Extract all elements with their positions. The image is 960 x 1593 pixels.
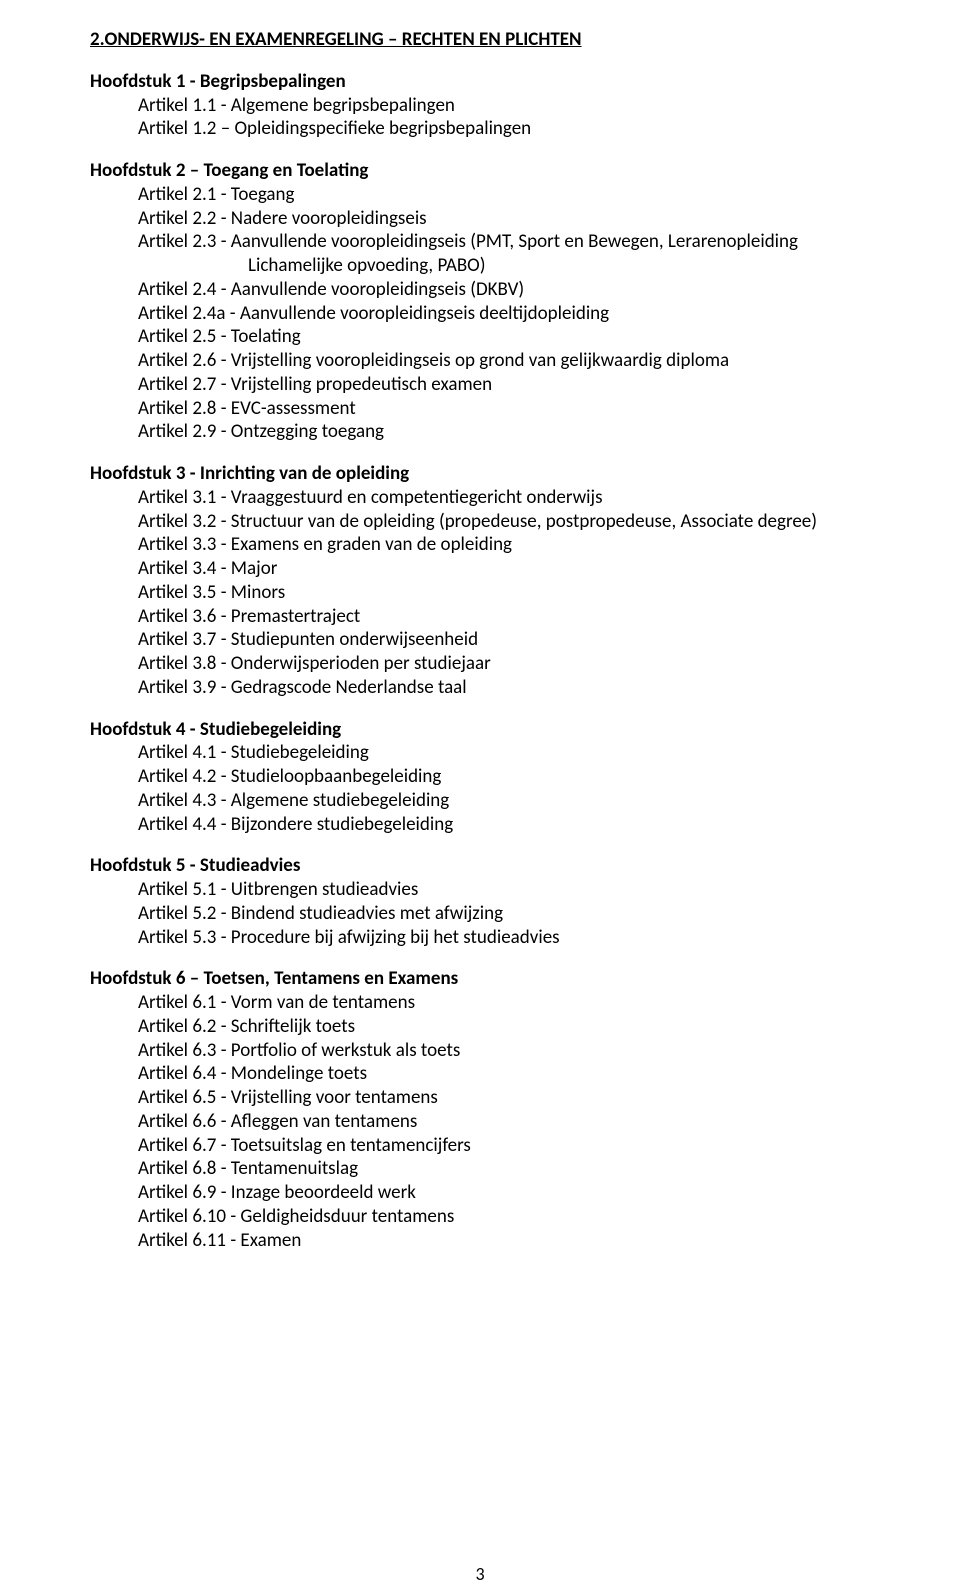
article-line: Artikel 2.8 - EVC-assessment bbox=[138, 397, 870, 421]
article-line: Artikel 4.4 - Bijzondere studiebegeleidi… bbox=[138, 813, 870, 837]
chapter-4-heading: Hoofdstuk 4 - Studiebegeleiding bbox=[90, 718, 870, 742]
page: 2.ONDERWIJS- EN EXAMENREGELING – RECHTEN… bbox=[0, 0, 960, 1593]
chapter-6-articles: Artikel 6.1 - Vorm van de tentamens Arti… bbox=[90, 991, 870, 1252]
chapter-2-heading: Hoofdstuk 2 – Toegang en Toelating bbox=[90, 159, 870, 183]
article-line: Artikel 5.1 - Uitbrengen studieadvies bbox=[138, 878, 870, 902]
article-line: Artikel 6.7 - Toetsuitslag en tentamenci… bbox=[138, 1134, 870, 1158]
article-line: Artikel 3.1 - Vraaggestuurd en competent… bbox=[138, 486, 870, 510]
article-line: Artikel 2.4a - Aanvullende vooropleiding… bbox=[138, 302, 870, 326]
article-line: Artikel 6.10 - Geldigheidsduur tentamens bbox=[138, 1205, 870, 1229]
chapter-1: Hoofdstuk 1 - Begripsbepalingen Artikel … bbox=[90, 70, 870, 141]
chapter-5-heading: Hoofdstuk 5 - Studieadvies bbox=[90, 854, 870, 878]
article-line: Artikel 5.3 - Procedure bij afwijzing bi… bbox=[138, 926, 870, 950]
article-line: Artikel 6.4 - Mondelinge toets bbox=[138, 1062, 870, 1086]
chapter-6: Hoofdstuk 6 – Toetsen, Tentamens en Exam… bbox=[90, 967, 870, 1252]
article-line: Artikel 6.11 - Examen bbox=[138, 1229, 870, 1253]
article-line: Artikel 2.4 - Aanvullende vooropleidings… bbox=[138, 278, 870, 302]
article-line: Artikel 2.9 - Ontzegging toegang bbox=[138, 420, 870, 444]
article-line: Artikel 2.3 - Aanvullende vooropleidings… bbox=[138, 230, 870, 254]
article-line: Artikel 6.3 - Portfolio of werkstuk als … bbox=[138, 1039, 870, 1063]
article-line-continuation: Lichamelijke opvoeding, PABO) bbox=[138, 254, 870, 278]
chapter-5-articles: Artikel 5.1 - Uitbrengen studieadvies Ar… bbox=[90, 878, 870, 949]
article-line: Artikel 1.1 - Algemene begripsbepalingen bbox=[138, 94, 870, 118]
chapter-2-articles: Artikel 2.1 - Toegang Artikel 2.2 - Nade… bbox=[90, 183, 870, 444]
chapter-3-articles: Artikel 3.1 - Vraaggestuurd en competent… bbox=[90, 486, 870, 700]
article-line: Artikel 6.6 - Afleggen van tentamens bbox=[138, 1110, 870, 1134]
article-line: Artikel 3.8 - Onderwijsperioden per stud… bbox=[138, 652, 870, 676]
article-line: Artikel 2.2 - Nadere vooropleidingseis bbox=[138, 207, 870, 231]
article-line: Artikel 3.4 - Major bbox=[138, 557, 870, 581]
chapter-3-heading: Hoofdstuk 3 - Inrichting van de opleidin… bbox=[90, 462, 870, 486]
article-line: Artikel 6.2 - Schriftelijk toets bbox=[138, 1015, 870, 1039]
article-line: Artikel 3.2 - Structuur van de opleiding… bbox=[138, 510, 870, 534]
article-line: Artikel 2.1 - Toegang bbox=[138, 183, 870, 207]
article-line: Artikel 3.3 - Examens en graden van de o… bbox=[138, 533, 870, 557]
chapter-4-articles: Artikel 4.1 - Studiebegeleiding Artikel … bbox=[90, 741, 870, 836]
chapter-2: Hoofdstuk 2 – Toegang en Toelating Artik… bbox=[90, 159, 870, 444]
article-line: Artikel 5.2 - Bindend studieadvies met a… bbox=[138, 902, 870, 926]
chapter-6-heading: Hoofdstuk 6 – Toetsen, Tentamens en Exam… bbox=[90, 967, 870, 991]
article-line: Artikel 2.5 - Toelating bbox=[138, 325, 870, 349]
chapter-3: Hoofdstuk 3 - Inrichting van de opleidin… bbox=[90, 462, 870, 700]
article-line: Artikel 2.6 - Vrijstelling vooropleiding… bbox=[138, 349, 870, 373]
article-line: Artikel 4.2 - Studieloopbaanbegeleiding bbox=[138, 765, 870, 789]
chapter-1-heading: Hoofdstuk 1 - Begripsbepalingen bbox=[90, 70, 870, 94]
article-line: Artikel 4.3 - Algemene studiebegeleiding bbox=[138, 789, 870, 813]
article-line: Artikel 3.5 - Minors bbox=[138, 581, 870, 605]
article-line: Artikel 6.8 - Tentamenuitslag bbox=[138, 1157, 870, 1181]
article-line: Artikel 6.1 - Vorm van de tentamens bbox=[138, 991, 870, 1015]
article-line: Artikel 4.1 - Studiebegeleiding bbox=[138, 741, 870, 765]
chapter-5: Hoofdstuk 5 - Studieadvies Artikel 5.1 -… bbox=[90, 854, 870, 949]
chapter-1-articles: Artikel 1.1 - Algemene begripsbepalingen… bbox=[90, 94, 870, 142]
article-line: Artikel 3.7 - Studiepunten onderwijseenh… bbox=[138, 628, 870, 652]
article-line: Artikel 6.5 - Vrijstelling voor tentamen… bbox=[138, 1086, 870, 1110]
article-line: Artikel 2.7 - Vrijstelling propedeutisch… bbox=[138, 373, 870, 397]
article-line: Artikel 3.6 - Premastertraject bbox=[138, 605, 870, 629]
article-line: Artikel 1.2 – Opleidingspecifieke begrip… bbox=[138, 117, 870, 141]
article-line: Artikel 6.9 - Inzage beoordeeld werk bbox=[138, 1181, 870, 1205]
article-line: Artikel 3.9 - Gedragscode Nederlandse ta… bbox=[138, 676, 870, 700]
document-title: 2.ONDERWIJS- EN EXAMENREGELING – RECHTEN… bbox=[90, 28, 870, 52]
chapter-4: Hoofdstuk 4 - Studiebegeleiding Artikel … bbox=[90, 718, 870, 837]
page-number: 3 bbox=[0, 1563, 960, 1586]
